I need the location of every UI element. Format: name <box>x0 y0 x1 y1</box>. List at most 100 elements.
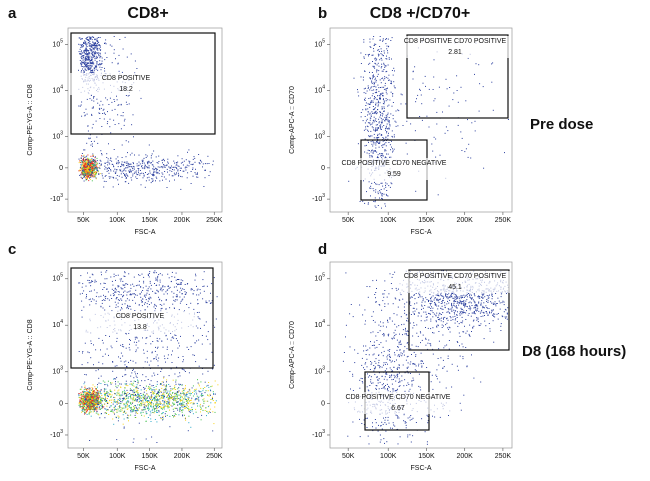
dot <box>110 169 112 171</box>
dot <box>108 167 110 168</box>
dot <box>81 166 83 168</box>
dot <box>151 398 153 400</box>
dot <box>98 64 100 65</box>
dot <box>185 395 187 397</box>
dot <box>140 400 142 402</box>
dot <box>92 145 93 147</box>
dot <box>365 126 366 128</box>
dot <box>124 405 126 407</box>
dot <box>82 62 84 64</box>
dot <box>116 163 117 165</box>
dot <box>201 395 203 397</box>
dot <box>373 66 375 68</box>
dot <box>392 74 394 76</box>
dot <box>89 170 90 172</box>
dot <box>93 176 95 178</box>
dot <box>179 394 181 396</box>
dot <box>207 384 209 386</box>
dot <box>120 409 122 411</box>
dot <box>357 89 358 91</box>
dot <box>130 397 132 399</box>
dot <box>128 415 130 417</box>
dot <box>381 50 383 52</box>
dot <box>117 399 119 401</box>
dot <box>384 120 386 122</box>
dot <box>82 398 84 400</box>
dot <box>151 436 153 438</box>
dot <box>88 56 90 58</box>
dot <box>360 76 362 78</box>
dot <box>123 418 125 420</box>
dot <box>377 101 379 103</box>
dot <box>198 399 200 401</box>
dot <box>91 406 93 408</box>
dot <box>388 127 390 129</box>
dot <box>99 399 101 401</box>
dot <box>85 58 87 60</box>
dot <box>125 412 127 414</box>
dot <box>137 380 139 382</box>
dot <box>88 401 90 403</box>
dot <box>170 390 172 391</box>
dot <box>384 150 386 152</box>
dot <box>85 412 87 414</box>
dot <box>145 385 147 387</box>
dot <box>119 394 121 396</box>
dot <box>83 175 85 177</box>
dot <box>378 55 379 57</box>
dot <box>86 389 88 391</box>
dot <box>95 392 97 394</box>
dot <box>381 126 383 128</box>
dot <box>106 405 108 407</box>
dot <box>91 409 93 410</box>
dot <box>147 167 149 169</box>
dot <box>86 43 88 45</box>
dot <box>92 398 94 400</box>
dot <box>173 169 175 171</box>
dot <box>106 392 108 394</box>
gate-label-bg <box>338 158 450 180</box>
dot <box>374 197 376 199</box>
dot <box>152 403 154 405</box>
dot <box>179 170 181 171</box>
dot <box>371 149 373 151</box>
dot <box>88 397 90 399</box>
dot <box>207 155 209 157</box>
dot <box>390 40 392 41</box>
dot <box>375 142 377 144</box>
dot <box>155 403 157 405</box>
dot <box>373 116 375 118</box>
dot <box>114 172 116 174</box>
dot <box>82 155 84 157</box>
dot <box>129 393 131 395</box>
dot <box>182 406 184 408</box>
dot <box>125 405 127 407</box>
dot <box>156 383 158 385</box>
dot <box>187 406 189 408</box>
dot <box>93 407 95 409</box>
dot <box>83 398 85 400</box>
dot <box>167 171 168 173</box>
dot <box>442 111 443 113</box>
dot <box>139 293 141 295</box>
dot <box>153 392 155 394</box>
dot <box>141 403 143 404</box>
dot <box>374 150 375 152</box>
dot <box>160 403 162 404</box>
dot <box>125 162 127 164</box>
dot <box>98 402 100 404</box>
dot <box>90 71 92 73</box>
dot <box>116 337 118 339</box>
dot <box>387 64 389 66</box>
x-tick-label: 50K <box>342 217 355 224</box>
dot <box>188 397 190 399</box>
dot <box>393 81 395 83</box>
dot <box>157 400 159 402</box>
dot <box>85 38 87 40</box>
dot <box>115 383 117 385</box>
dot <box>375 189 377 191</box>
dot <box>160 390 162 392</box>
dot <box>389 125 391 127</box>
dot <box>132 394 134 396</box>
dot <box>382 140 384 142</box>
